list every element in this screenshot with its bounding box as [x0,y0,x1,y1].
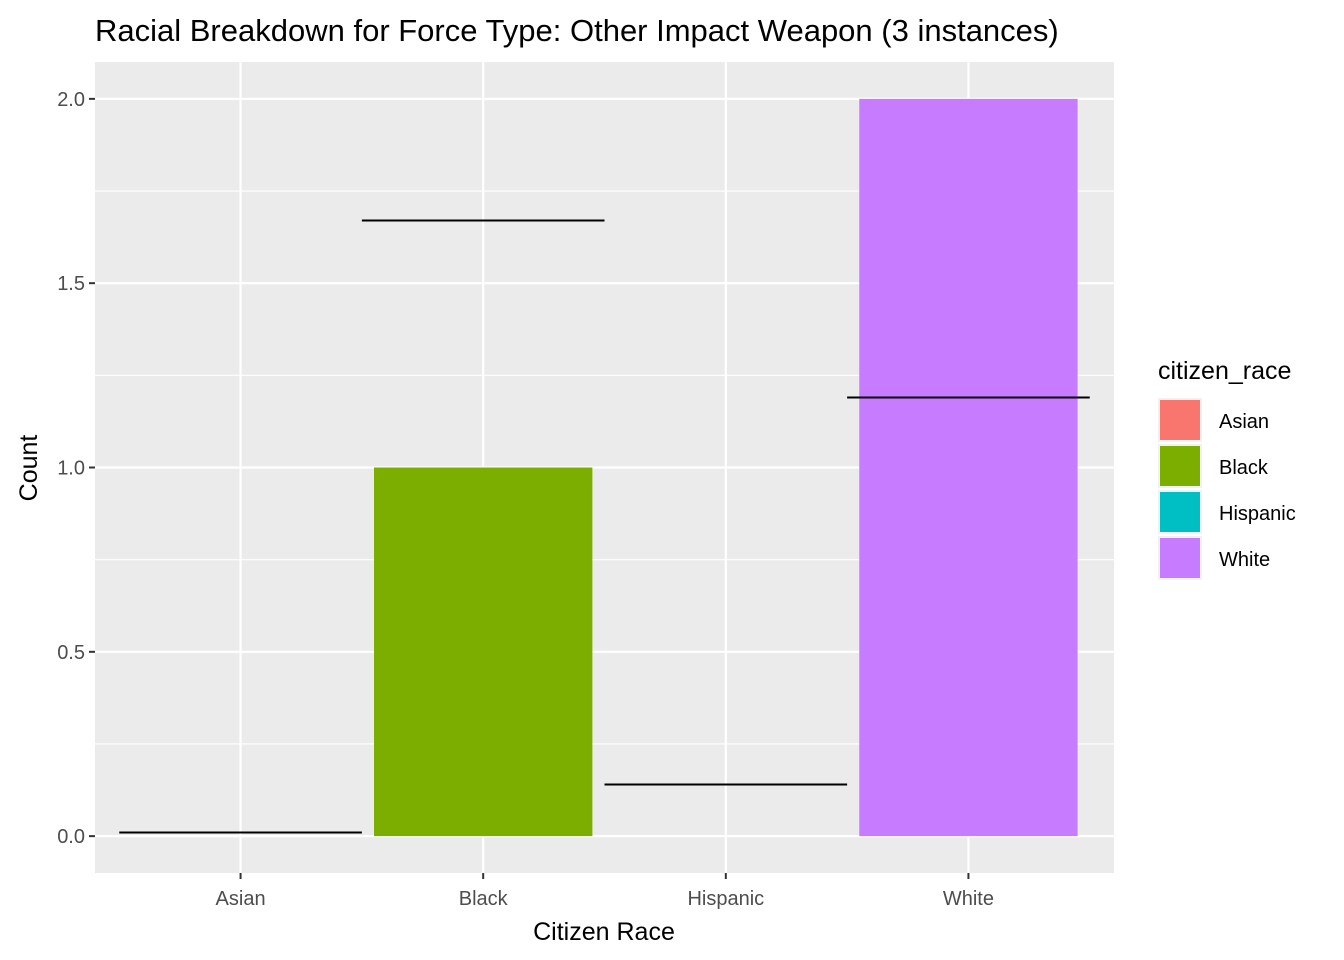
legend: citizen_race Asian Black Hispanic White [1158,357,1296,580]
y-tick-label: 0.0 [57,826,85,848]
bar-black [374,467,593,837]
y-axis: 0.0 0.5 1.0 1.5 2.0 [57,89,95,848]
legend-swatch-white [1160,538,1200,578]
legend-swatch-black [1160,446,1200,486]
x-tick-label: Asian [216,888,266,910]
legend-label: Hispanic [1219,503,1296,525]
x-tick-label: Black [459,888,509,910]
y-tick-label: 2.0 [57,89,85,111]
legend-swatch-asian [1160,400,1200,440]
x-tick-label: Hispanic [687,888,764,910]
legend-swatch-hispanic [1160,492,1200,532]
x-axis: Asian Black Hispanic White [216,873,994,910]
legend-label: White [1219,549,1270,571]
legend-label: Asian [1219,411,1269,433]
y-tick-label: 1.5 [57,273,85,295]
y-axis-title: Count [15,435,43,502]
reference-lines [119,219,1090,834]
bars [374,98,1078,837]
legend-title: citizen_race [1158,357,1291,385]
legend-label: Black [1219,457,1269,479]
y-tick-label: 0.5 [57,642,85,664]
bar-white [859,98,1078,837]
y-tick-label: 1.0 [57,458,85,480]
x-axis-title: Citizen Race [533,918,675,946]
chart-title: Racial Breakdown for Force Type: Other I… [95,13,1059,48]
x-tick-label: White [943,888,994,910]
